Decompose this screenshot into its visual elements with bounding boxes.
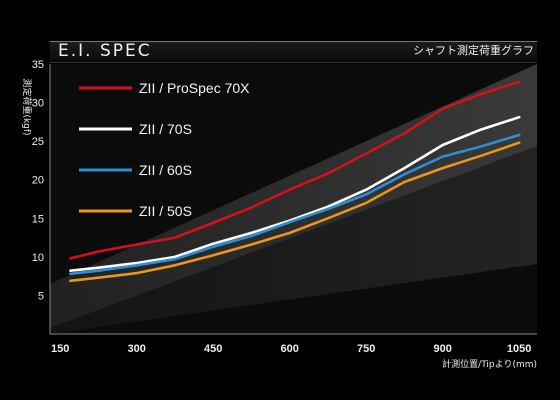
x-tick-label: 450 xyxy=(204,343,222,355)
legend-label-3: ZII / 60S xyxy=(139,162,192,178)
chart-title: E.I. SPEC xyxy=(58,41,152,61)
legend-label-4: ZII / 50S xyxy=(139,203,192,219)
y-tick-label: 10 xyxy=(32,252,44,264)
chart-subtitle: シャフト測定荷重グラフ xyxy=(413,45,534,57)
legend-label-2: ZII / 70S xyxy=(139,121,192,137)
x-axis-label: 計測位置/Tipより(mm) xyxy=(442,358,537,370)
series-line-4 xyxy=(69,141,521,283)
y-tick-label: 20 xyxy=(32,175,44,187)
x-tick-label: 600 xyxy=(280,343,298,355)
background-band-upper xyxy=(50,64,537,328)
y-tick-label: 30 xyxy=(32,98,44,110)
x-tick-label: 750 xyxy=(357,343,375,355)
y-axis-label: 測定荷重(kgf) xyxy=(21,78,33,135)
legend-label-1: ZII / ProSpec 70X xyxy=(139,80,250,96)
title-bar xyxy=(50,41,537,63)
series-line-2 xyxy=(69,115,521,273)
y-tick-label: 15 xyxy=(32,213,44,225)
y-tick-label: 25 xyxy=(32,136,44,148)
x-tick-label: 1050 xyxy=(507,343,531,355)
x-tick-label: 300 xyxy=(128,343,146,355)
y-tick-label: 5 xyxy=(38,290,44,302)
series-line-1 xyxy=(69,80,521,260)
x-tick-label: 900 xyxy=(433,343,451,355)
background-band-lower xyxy=(50,146,537,334)
y-tick-label: 35 xyxy=(32,59,44,71)
x-tick-label: 150 xyxy=(51,343,69,355)
series-line-3 xyxy=(69,133,521,276)
